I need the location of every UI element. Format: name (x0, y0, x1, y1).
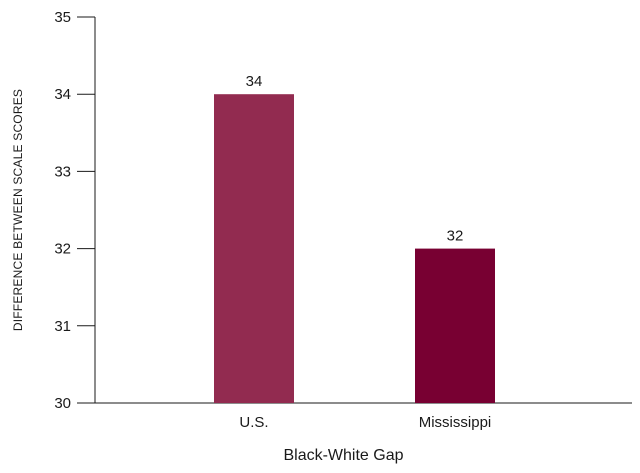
y-tick-label: 31 (54, 318, 71, 335)
x-category-label: Mississippi (419, 414, 492, 431)
y-tick-label: 32 (54, 241, 71, 258)
y-tick-label: 30 (54, 395, 71, 412)
y-axis-title: DIFFERENCE BETWEEN SCALE SCORES (11, 89, 25, 331)
x-axis-title: Black-White Gap (283, 447, 403, 464)
bars (214, 94, 495, 403)
bar-value-label: 32 (447, 228, 464, 245)
y-tick-label: 34 (54, 86, 71, 103)
labels: 30 31 32 33 34 35 34 U.S. 32 Mississippi (54, 9, 491, 431)
axes (77, 16, 632, 404)
bar-u-s (214, 94, 294, 403)
x-category-label: U.S. (239, 414, 268, 431)
bar-value-label: 34 (246, 73, 263, 90)
y-tick-label: 35 (54, 9, 71, 26)
bar-mississippi (415, 248, 495, 403)
y-tick-label: 33 (54, 163, 71, 180)
